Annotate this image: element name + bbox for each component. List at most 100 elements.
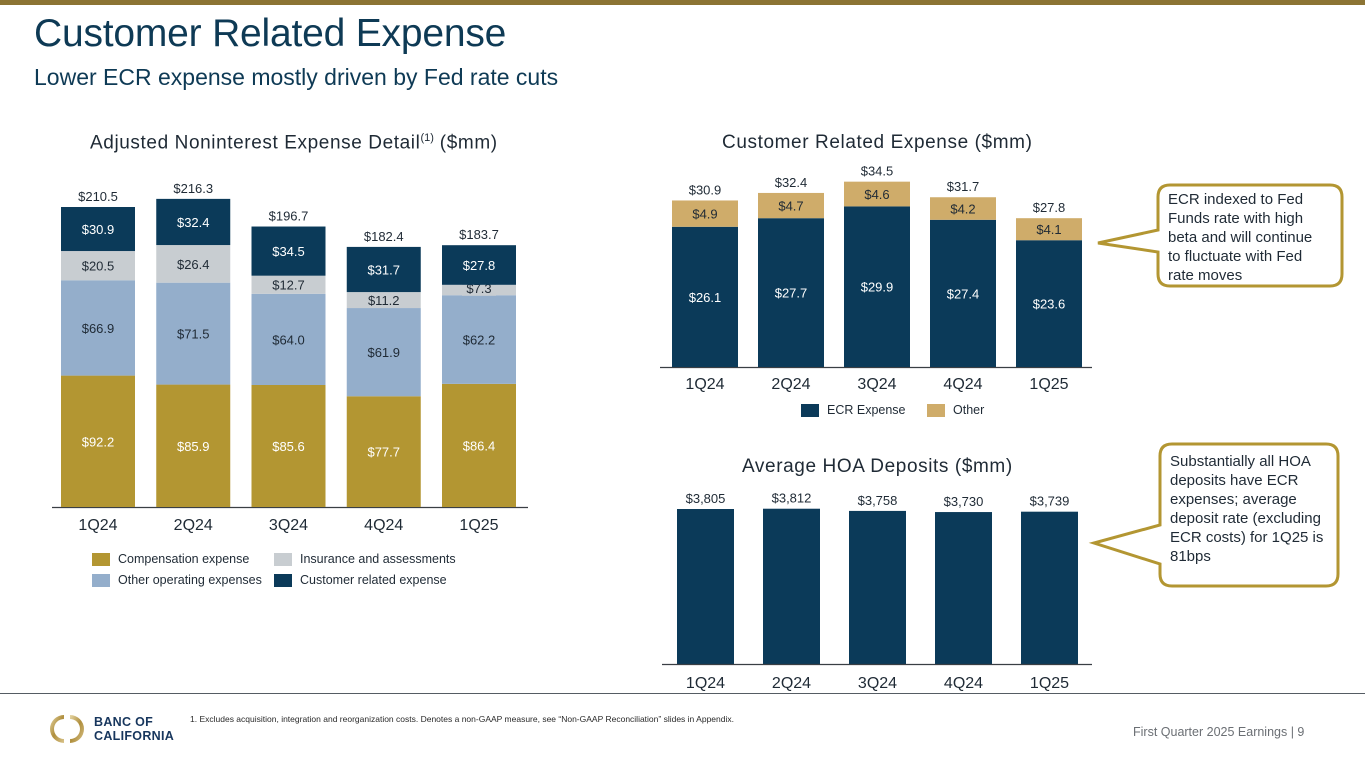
bar-value-label: $3,739 xyxy=(1030,494,1070,509)
top-accent-bar xyxy=(0,0,1365,5)
legend-label: Customer related expense xyxy=(300,573,447,587)
legend-item-other: Other xyxy=(927,403,984,417)
bar-value-label: $4.6 xyxy=(864,187,889,202)
legend-swatch-insurance xyxy=(274,552,292,566)
bar-value-label: $30.9 xyxy=(82,222,115,237)
bar-value-label: $4.1 xyxy=(1036,222,1061,237)
footnote: 1. Excludes acquisition, integration and… xyxy=(190,714,734,724)
bar-value-label: $86.4 xyxy=(463,438,496,453)
bar-value-label: $27.7 xyxy=(775,286,808,301)
x-tick-label: 1Q25 xyxy=(1029,376,1068,393)
bar-segment-ecr-expense xyxy=(758,218,824,367)
x-tick-label: 1Q24 xyxy=(78,517,117,534)
bar-segment-compensation-expense xyxy=(156,384,231,507)
bar-value-label: $4.2 xyxy=(950,202,975,217)
bar-segment-compensation-expense xyxy=(346,396,421,507)
x-tick-label: 4Q24 xyxy=(943,376,982,393)
bar-segment-other xyxy=(758,192,824,219)
bar-segment-insurance-and-assessments xyxy=(346,292,421,309)
hoa-bar xyxy=(677,509,734,664)
bar-segment-other xyxy=(930,197,996,220)
legend-swatch-customer-related xyxy=(274,573,292,587)
bar-value-label: $92.2 xyxy=(82,434,115,449)
bar-segment-ecr-expense xyxy=(844,206,910,367)
bar-segment-customer-related-expense xyxy=(61,207,135,252)
bar-value-label: $27.8 xyxy=(463,258,496,273)
bar-segment-other-operating-expenses xyxy=(251,293,326,386)
x-tick-label: 3Q24 xyxy=(858,675,897,692)
callout-hoa-bubble xyxy=(1088,442,1340,588)
bar-total-label: $30.9 xyxy=(689,182,722,197)
noninterest-title-text: Adjusted Noninterest Expense Detail xyxy=(90,132,421,154)
bar-segment-ecr-expense xyxy=(930,219,996,367)
legend-swatch-compensation xyxy=(92,552,110,566)
noninterest-chart-title: Adjusted Noninterest Expense Detail(1) (… xyxy=(90,132,498,154)
bar-total-label: $196.7 xyxy=(269,209,309,224)
footnote-marker: (1) xyxy=(420,132,434,144)
label-background xyxy=(462,281,496,296)
legend-item-ecr-expense: ECR Expense xyxy=(801,403,906,417)
footer-divider xyxy=(0,693,1365,694)
bar-total-label: $216.3 xyxy=(173,181,213,196)
bar-value-label: $3,805 xyxy=(686,491,726,506)
bar-value-label: $31.7 xyxy=(367,262,400,277)
bar-total-label: $210.5 xyxy=(78,189,118,204)
bar-segment-compensation-expense xyxy=(61,375,135,507)
bar-segment-other xyxy=(1016,218,1082,241)
x-tick-label: 2Q24 xyxy=(174,517,213,534)
hoa-bar xyxy=(849,510,906,664)
bar-value-label: $85.6 xyxy=(272,439,305,454)
x-tick-label: 2Q24 xyxy=(771,376,810,393)
bar-value-label: $32.4 xyxy=(177,215,210,230)
bar-segment-customer-related-expense xyxy=(442,245,516,285)
callout-ecr-text: ECR indexed to Fed Funds rate with high … xyxy=(1168,191,1313,284)
bar-segment-other-operating-expenses xyxy=(442,295,516,384)
legend-item-compensation: Compensation expense xyxy=(92,552,249,566)
bar-segment-customer-related-expense xyxy=(156,198,231,246)
legend-swatch-other xyxy=(927,403,945,417)
bar-segment-insurance-and-assessments xyxy=(251,275,326,294)
bar-value-label: $3,758 xyxy=(858,493,898,508)
bar-total-label: $32.4 xyxy=(775,175,808,190)
bar-segment-insurance-and-assessments xyxy=(156,245,231,283)
callout-ecr-bubble xyxy=(1097,183,1344,288)
bar-value-label: $20.5 xyxy=(82,259,115,274)
bar-value-label: $11.2 xyxy=(368,293,400,308)
page-footer-label: First Quarter 2025 Earnings | 9 xyxy=(1133,725,1305,739)
bar-value-label: $4.9 xyxy=(692,207,717,222)
bar-segment-customer-related-expense xyxy=(346,246,421,293)
legend-item-insurance: Insurance and assessments xyxy=(274,552,456,566)
bar-value-label: $66.9 xyxy=(82,321,115,336)
bar-total-label: $183.7 xyxy=(459,227,499,242)
legend-label: Other operating expenses xyxy=(118,573,262,587)
bar-segment-other-operating-expenses xyxy=(156,282,231,385)
legend-label: Insurance and assessments xyxy=(300,552,456,566)
bar-value-label: $62.2 xyxy=(463,333,496,348)
bar-value-label: $23.6 xyxy=(1033,297,1066,312)
bar-value-label: $77.7 xyxy=(367,445,400,460)
hoa-bar xyxy=(935,512,992,664)
bar-value-label: $71.5 xyxy=(177,327,210,342)
logo-line-1: BANC OF xyxy=(94,715,154,729)
x-tick-label: 1Q25 xyxy=(459,517,498,534)
logo-line-2: CALIFORNIA xyxy=(94,729,175,743)
x-tick-label: 3Q24 xyxy=(269,517,308,534)
callout-hoa-text: Substantially all HOA deposits have ECR … xyxy=(1170,453,1324,565)
bar-total-label: $27.8 xyxy=(1033,200,1066,215)
legend-label: Other xyxy=(953,403,985,417)
bar-segment-other xyxy=(672,200,738,227)
legend-swatch-other-operating xyxy=(92,573,110,587)
logo-ring-icon xyxy=(50,715,84,743)
bar-segment-compensation-expense xyxy=(442,383,516,507)
bank-logo: BANC OF CALIFORNIA xyxy=(50,712,174,746)
bar-total-label: $34.5 xyxy=(861,164,894,179)
x-tick-label: 2Q24 xyxy=(772,675,811,692)
bar-segment-customer-related-expense xyxy=(251,226,326,276)
bar-value-label: $26.1 xyxy=(689,290,722,305)
x-tick-label: 1Q24 xyxy=(686,675,725,692)
legend-label: Compensation expense xyxy=(118,552,250,566)
bar-value-label: $27.4 xyxy=(947,286,980,301)
bar-value-label: $64.0 xyxy=(272,332,305,347)
bar-value-label: $26.4 xyxy=(177,257,210,272)
